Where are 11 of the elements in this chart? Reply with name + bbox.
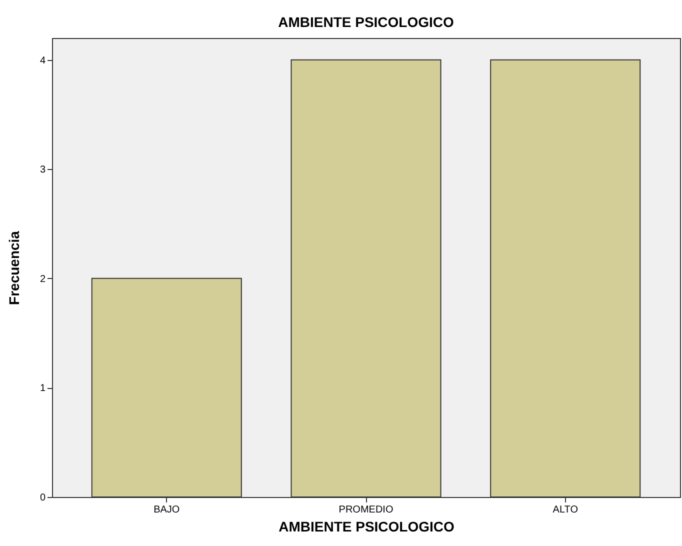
y-tick-label: 3 [40,164,46,176]
y-tick-label: 4 [40,55,46,66]
x-tick-label: PROMEDIO [338,504,394,516]
chart-title: AMBIENTE PSICOLOGICO [278,14,454,30]
y-tick-label: 0 [40,492,46,504]
y-tick-label: 2 [40,274,46,285]
x-tick-label: ALTO [552,504,578,516]
y-tick-label: 1 [40,383,46,394]
y-axis-title: Frecuencia [6,230,22,305]
x-axis-title: AMBIENTE PSICOLOGICO [278,518,454,534]
x-tick-label: BAJO [154,504,180,516]
